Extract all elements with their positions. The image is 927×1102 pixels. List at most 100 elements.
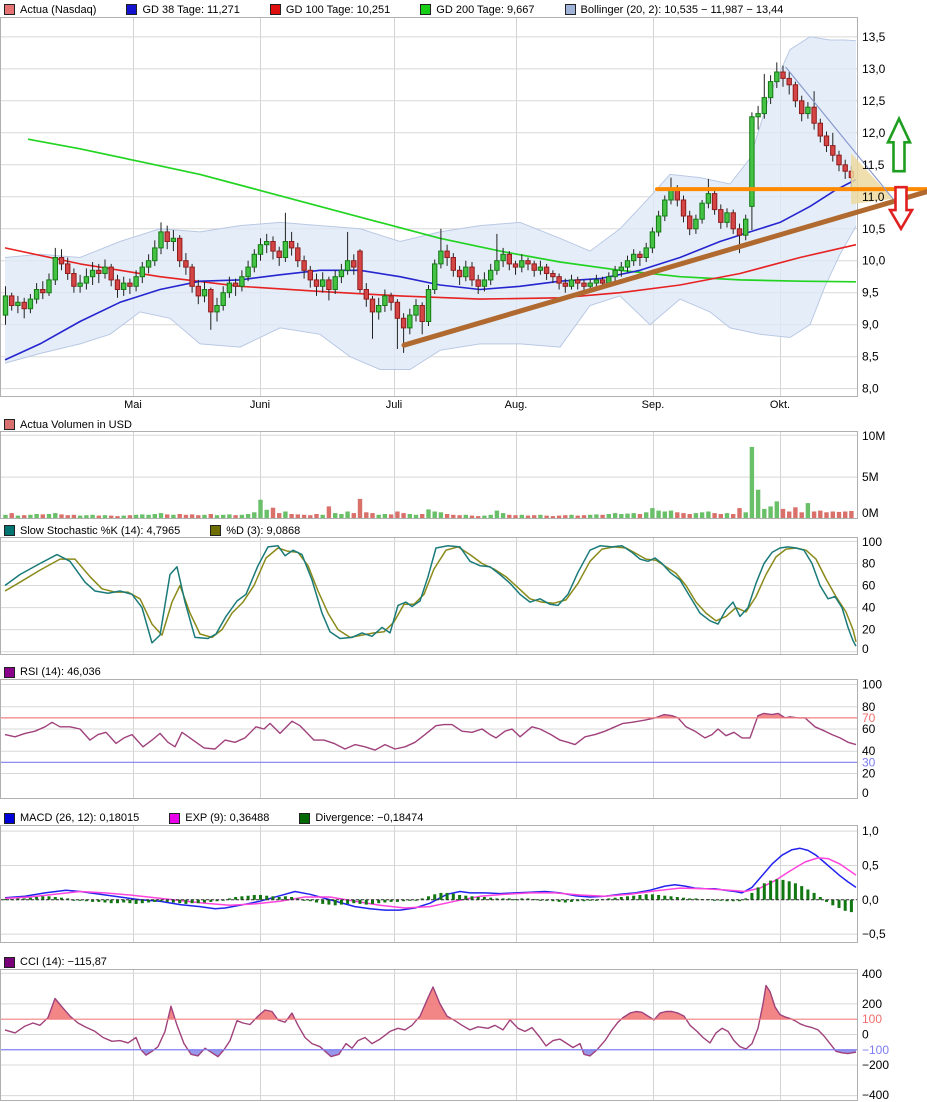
legend-label: Divergence: −0,18474 (315, 812, 424, 824)
y-tick-label: −400 (862, 1088, 889, 1101)
stochastic-panel: 100 80 60 40 20 0 (0, 537, 882, 655)
legend-label: Bollinger (20, 2): 10,535 − 11,987 − 13,… (580, 3, 784, 16)
legend-swatch (269, 4, 281, 15)
y-tick-label: 40 (862, 601, 876, 615)
legend-swatch (299, 812, 311, 824)
legend-item-price-2: GD 100 Tage: 10,251 (269, 3, 391, 16)
y-tick-label: 10M (862, 431, 885, 443)
volume-legend: Actua Volumen in USD (0, 415, 927, 431)
legend-label: Actua (Nasdaq) (20, 3, 97, 16)
y-tick-label: 12,0 (862, 126, 886, 140)
month-axis: Mai Juni Juli Aug. Sep. Okt. (0, 397, 927, 415)
legend-label: GD 100 Tage: 10,251 (285, 3, 391, 16)
legend-item-stochastic-1: %D (3): 9,0868 (210, 525, 300, 537)
y-tick-label: 10,0 (862, 254, 886, 268)
month-label-Juni: Juni (249, 399, 271, 411)
legend-label: MACD (26, 12): 0,18015 (20, 812, 140, 824)
y-tick-label: 11,0 (862, 190, 885, 204)
legend-label: Slow Stochastic %K (14): 4,7965 (20, 524, 181, 537)
legend-swatch (126, 4, 138, 15)
legend-item-macd-2: Divergence: −0,18474 (299, 812, 423, 824)
price-panel: 13,5 13,0 12,5 12,0 11,5 11,0 10,5 10,0 9,5 9,0 8,… (0, 17, 927, 397)
legend-swatch (4, 4, 15, 15)
y-tick-label: 60 (862, 579, 876, 593)
legend-swatch (4, 525, 15, 536)
sell-signal-arrow-icon (887, 185, 915, 232)
legend-item-macd-1: EXP (9): 0,36488 (169, 812, 269, 824)
y-tick-label: 30 (862, 755, 876, 769)
legend-label: CCI (14): −115,87 (20, 956, 107, 968)
macd-panel: 1,0 0,5 0,0 −0,5 (0, 825, 886, 943)
y-tick-label: 0M (862, 506, 879, 519)
legend-item-volume-0: Actua Volumen in USD (4, 419, 132, 431)
cci-legend: CCI (14): −115,87 (0, 943, 927, 969)
y-tick-label: 40 (862, 744, 876, 758)
y-tick-label: 9,0 (862, 318, 879, 332)
legend-label: EXP (9): 0,36488 (185, 812, 270, 824)
y-tick-label: −100 (862, 1043, 889, 1057)
legend-item-stochastic-0: Slow Stochastic %K (14): 4,7965 (4, 525, 180, 537)
legend-label: %D (3): 9,0868 (226, 524, 301, 537)
legend-item-price-1: GD 38 Tage: 11,271 (126, 3, 240, 16)
y-tick-label: 80 (862, 700, 876, 714)
y-tick-label: 100 (862, 1012, 882, 1026)
legend-swatch (4, 419, 15, 430)
legend-swatch (564, 4, 576, 15)
y-tick-label: −0,5 (862, 927, 886, 941)
y-tick-label: 0 (862, 642, 869, 655)
month-label-Juli: Juli (385, 399, 403, 411)
y-tick-label: 200 (862, 997, 882, 1011)
legend-swatch (420, 4, 432, 15)
y-tick-label: 70 (862, 711, 876, 725)
y-tick-label: 100 (862, 679, 882, 692)
legend-label: GD 38 Tage: 11,271 (142, 3, 240, 16)
buy-signal-arrow-icon (885, 115, 913, 173)
y-tick-label: 13,0 (862, 62, 886, 76)
y-tick-label: 60 (862, 722, 876, 736)
y-tick-label: 0 (862, 1028, 869, 1042)
legend-label: GD 200 Tage: 9,667 (436, 3, 535, 16)
legend-swatch (169, 812, 181, 824)
legend-item-macd-0: MACD (26, 12): 0,18015 (4, 812, 139, 824)
legend-swatch (210, 525, 222, 536)
y-tick-label: 8,5 (862, 350, 879, 364)
y-tick-label: 1,0 (862, 825, 879, 838)
macd-legend: MACD (26, 12): 0,18015 EXP (9): 0,36488 Di… (0, 799, 927, 825)
y-tick-label: 20 (862, 766, 876, 780)
y-tick-label: 11,5 (862, 158, 885, 172)
volume-panel: 10M 5M 0M (0, 431, 885, 519)
y-tick-label: 8,0 (862, 382, 879, 396)
legend-swatch (4, 812, 15, 824)
y-tick-label: 0 (862, 786, 869, 799)
month-label-Sep: Sep. (641, 399, 665, 411)
y-tick-label: 100 (862, 537, 882, 549)
y-tick-label: 5M (862, 470, 879, 484)
y-tick-label: 80 (862, 557, 876, 571)
legend-item-price-0: Actua (Nasdaq) (4, 4, 96, 16)
stochastic-legend: Slow Stochastic %K (14): 4,7965 %D (3): 9… (0, 519, 927, 537)
y-tick-label: 0,0 (862, 893, 879, 907)
legend-item-price-4: Bollinger (20, 2): 10,535 − 11,987 − 13,… (564, 3, 784, 16)
month-label-Mai: Mai (124, 399, 142, 411)
price-legend: Actua (Nasdaq) GD 38 Tage: 11,271 GD 100 T… (0, 0, 927, 17)
descending-trendline (785, 66, 894, 200)
legend-item-rsi-0: RSI (14): 46,036 (4, 666, 101, 678)
month-label-Okt: Okt. (769, 399, 791, 411)
legend-item-price-3: GD 200 Tage: 9,667 (420, 3, 535, 16)
legend-label: Actua Volumen in USD (20, 418, 132, 431)
y-tick-label: 400 (862, 969, 882, 981)
legend-label: RSI (14): 46,036 (20, 666, 101, 678)
y-tick-label: 9,5 (862, 286, 879, 300)
y-tick-label: 13,5 (862, 30, 886, 44)
support-trendline (401, 189, 927, 348)
legend-swatch (4, 956, 15, 968)
y-tick-label: 12,5 (862, 94, 886, 108)
y-tick-label: 10,5 (862, 222, 886, 236)
y-tick-label: 20 (862, 623, 876, 637)
y-tick-label: 0,5 (862, 859, 879, 873)
rsi-legend: RSI (14): 46,036 (0, 655, 927, 679)
legend-swatch (4, 666, 15, 678)
